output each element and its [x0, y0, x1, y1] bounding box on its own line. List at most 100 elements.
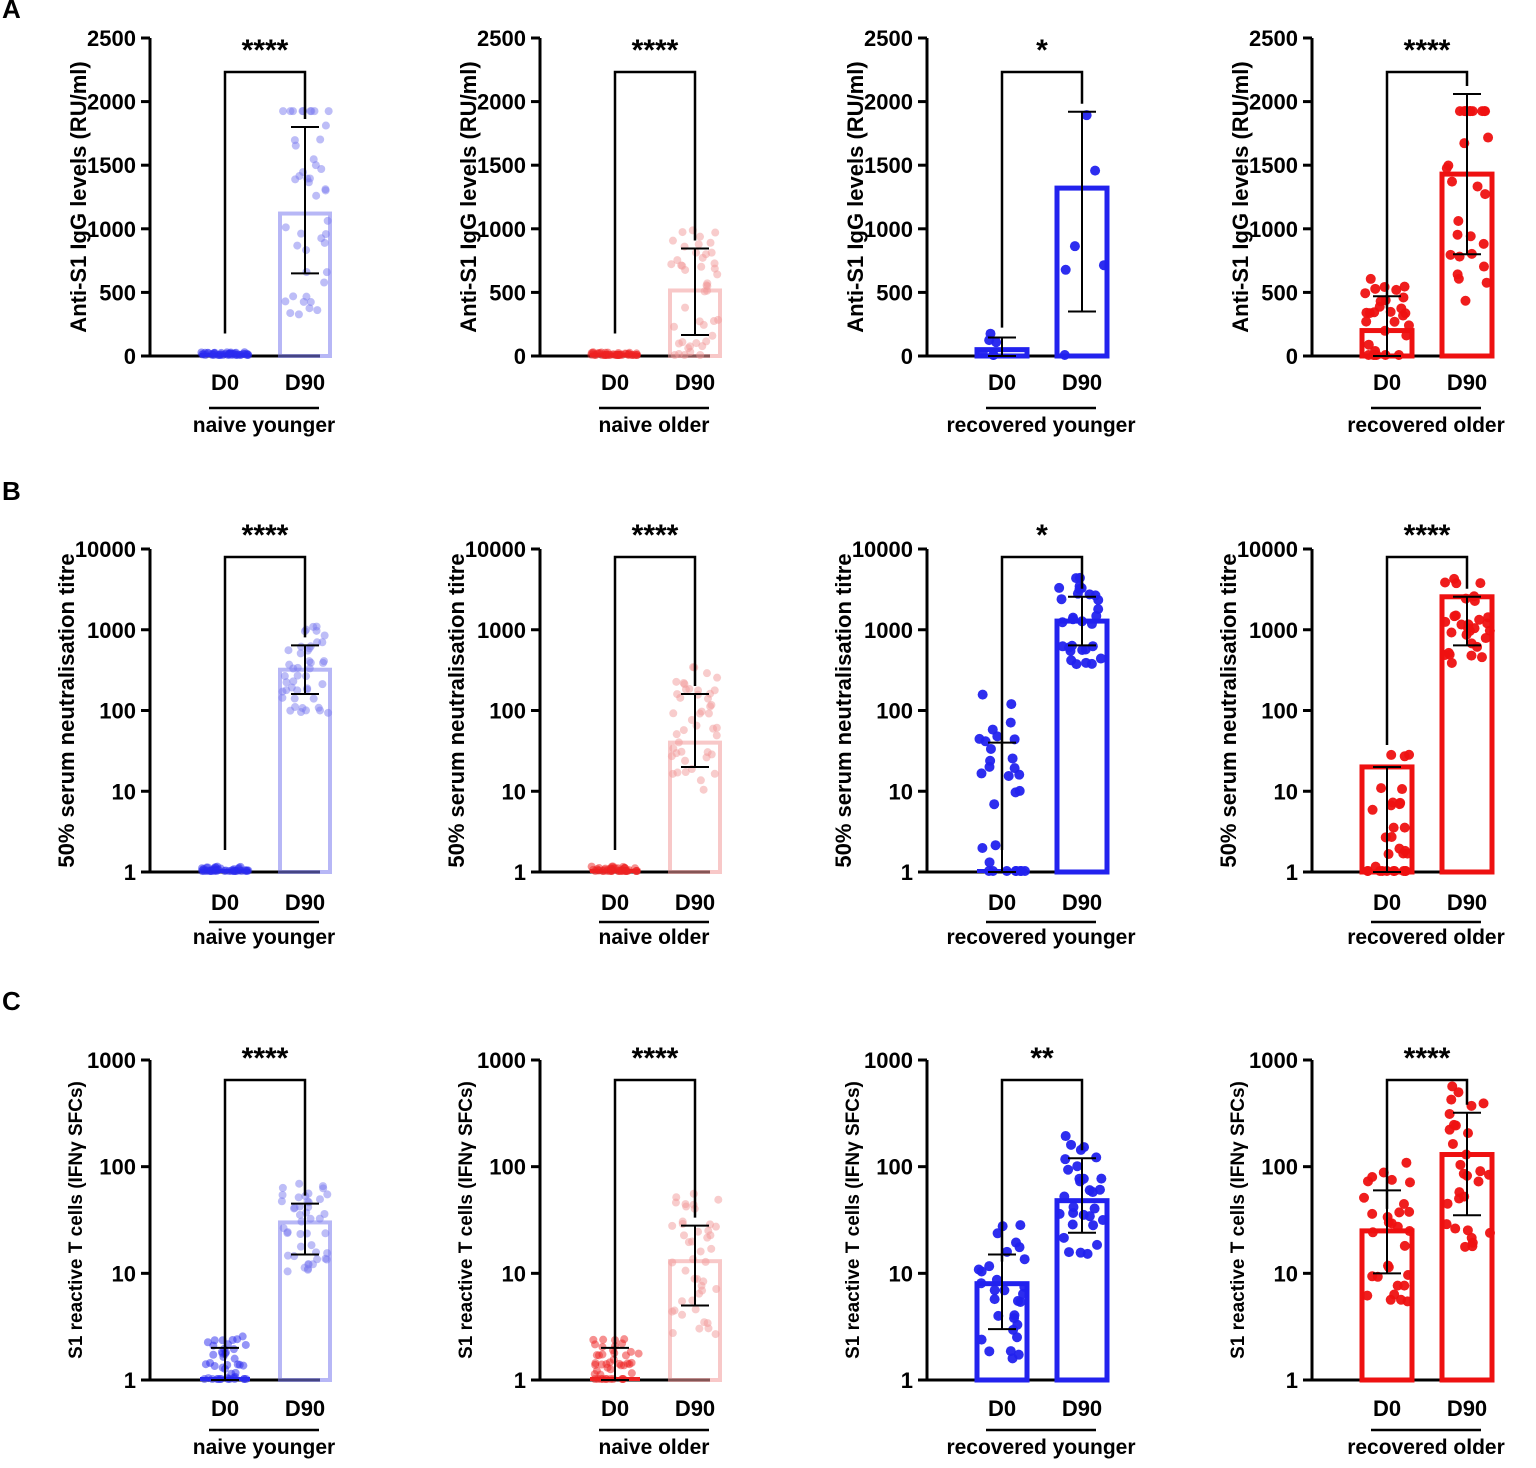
- data-point: [1066, 1139, 1077, 1150]
- data-point: [681, 1200, 690, 1209]
- x-tick-label-d90: D90: [285, 1396, 325, 1421]
- data-point: [678, 1219, 687, 1228]
- group-label: naive younger: [193, 1436, 335, 1459]
- data-point: [668, 236, 677, 245]
- data-point: [309, 694, 318, 703]
- data-point: [1454, 251, 1465, 262]
- chart-A3: 0 500 1000 1500 2000 2500 Anti-S1 IgG levels (…: [843, 26, 1136, 437]
- significance-label: **: [1030, 1042, 1054, 1075]
- data-point: [1060, 1131, 1071, 1142]
- data-point: [1399, 1240, 1410, 1251]
- y-tick-label: 0: [124, 344, 136, 369]
- data-point: [1484, 1227, 1495, 1238]
- data-point: [1449, 611, 1460, 622]
- data-point: [1079, 1142, 1090, 1153]
- group-label: recovered younger: [946, 926, 1135, 949]
- data-point: [704, 709, 713, 718]
- data-point: [1469, 595, 1480, 606]
- data-point: [1394, 799, 1405, 810]
- data-point: [1012, 1295, 1023, 1306]
- significance-label: ****: [242, 1042, 289, 1075]
- data-point: [323, 216, 332, 225]
- data-point: [990, 840, 1001, 851]
- y-tick-label: 1500: [87, 153, 136, 178]
- data-point: [296, 1230, 305, 1239]
- data-point: [1398, 292, 1409, 303]
- data-point: [1444, 1108, 1455, 1119]
- data-point: [681, 265, 690, 274]
- data-point: [1450, 1223, 1461, 1234]
- data-point: [1367, 1171, 1378, 1182]
- y-tick-label: 0: [1286, 344, 1298, 369]
- y-tick-label: 2000: [864, 90, 913, 115]
- y-tick-label: 10: [502, 1261, 526, 1286]
- data-point: [974, 733, 985, 744]
- data-point: [999, 1285, 1010, 1296]
- y-tick-label: 500: [99, 280, 136, 305]
- data-point: [1460, 1241, 1471, 1252]
- data-point: [679, 726, 688, 735]
- data-point: [1075, 1247, 1086, 1258]
- data-point: [293, 241, 302, 250]
- y-tick-label: 10: [1274, 779, 1298, 804]
- data-point: [282, 678, 291, 687]
- significance-label: ****: [632, 519, 679, 552]
- data-point: [1359, 1192, 1370, 1203]
- y-axis-label: 50% serum neutralisation titre: [831, 553, 856, 867]
- y-tick-label: 0: [514, 344, 526, 369]
- data-point: [709, 724, 718, 733]
- data-point: [697, 1281, 706, 1290]
- data-point: [701, 1257, 710, 1266]
- y-tick-label: 100: [99, 1155, 136, 1180]
- data-point: [1081, 657, 1092, 668]
- y-tick-label: 1: [514, 860, 526, 885]
- y-tick-label: 1000: [477, 217, 526, 242]
- group-label: recovered older: [1347, 926, 1505, 949]
- data-point: [1447, 1138, 1458, 1149]
- data-point: [1476, 652, 1487, 663]
- data-point: [309, 622, 318, 631]
- data-point: [1402, 848, 1413, 859]
- y-tick-label: 2500: [864, 26, 913, 51]
- y-tick-label: 1000: [1249, 1048, 1298, 1073]
- y-tick-label: 1: [1286, 860, 1298, 885]
- data-point: [283, 1267, 292, 1276]
- data-point: [713, 270, 722, 279]
- chart-A2: 0 500 1000 1500 2000 2500 Anti-S1 IgG levels (…: [456, 26, 723, 437]
- data-point: [1379, 325, 1390, 336]
- data-point: [206, 867, 215, 875]
- data-point: [977, 347, 988, 358]
- data-point: [696, 1247, 705, 1256]
- data-point: [599, 1335, 608, 1344]
- data-point: [1478, 1098, 1489, 1109]
- data-point: [302, 672, 311, 681]
- y-tick-label: 100: [876, 699, 913, 724]
- data-point: [993, 1310, 1004, 1321]
- data-point: [1018, 1288, 1029, 1299]
- data-point: [1472, 641, 1483, 652]
- data-point: [976, 1278, 987, 1289]
- data-point: [1398, 1198, 1409, 1209]
- data-point: [1084, 589, 1095, 600]
- data-point: [321, 1229, 330, 1238]
- data-point: [1400, 866, 1411, 876]
- significance-bracket: [613, 1078, 697, 1358]
- data-point: [614, 348, 623, 357]
- data-point: [320, 631, 329, 640]
- data-point: [1385, 306, 1396, 317]
- data-point: [1401, 1157, 1412, 1168]
- data-point: [703, 1319, 712, 1328]
- data-point: [1056, 594, 1067, 605]
- significance-bracket: [223, 70, 307, 334]
- data-point: [676, 693, 685, 702]
- bar-d90: [278, 667, 332, 875]
- data-point: [608, 862, 617, 871]
- y-tick-label: 1000: [864, 618, 913, 643]
- data-point: [1389, 1289, 1400, 1300]
- data-point: [984, 1346, 995, 1357]
- data-point: [678, 228, 687, 237]
- data-point: [694, 240, 703, 249]
- x-tick-label-d0: D0: [211, 890, 239, 915]
- data-point: [1484, 625, 1495, 636]
- data-point: [591, 1340, 600, 1349]
